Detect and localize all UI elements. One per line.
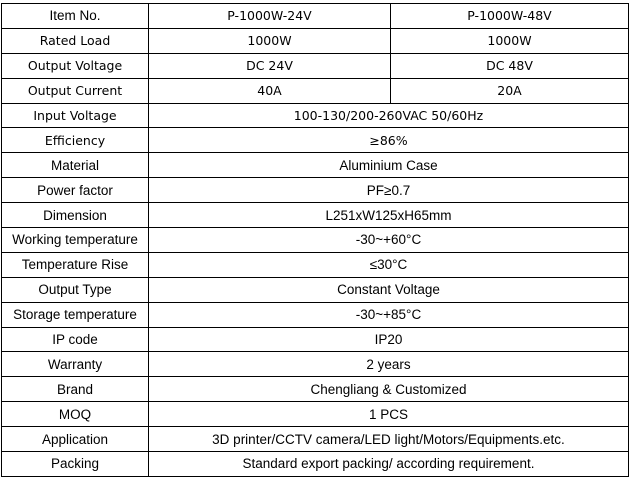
- row-value: Constant Voltage: [148, 276, 629, 303]
- row-value: L251xW125xH65mm: [148, 202, 629, 229]
- row-value: Standard export packing/ according requi…: [148, 451, 629, 477]
- row-value: 1 PCS: [148, 401, 629, 428]
- value-48v: DC 48V: [390, 52, 629, 79]
- value-24v: DC 24V: [148, 52, 391, 79]
- row-label: Output Voltage: [1, 52, 149, 79]
- value-48v: 1000W: [390, 27, 629, 54]
- model-24v: P-1000W-24V: [148, 3, 391, 29]
- table-row: Temperature Rise ≤30°C: [1, 251, 629, 278]
- row-label: Rated Load: [1, 27, 149, 54]
- row-value: 100-130/200-260VAC 50/60Hz: [148, 102, 629, 129]
- table-row: Output Current 40A 20A: [1, 77, 629, 104]
- row-label: Efficiency: [1, 127, 149, 154]
- row-value: -30~+85°C: [148, 301, 629, 328]
- table-row-item-no: Item No. P-1000W-24V P-1000W-48V: [1, 3, 629, 29]
- row-value: 2 years: [148, 351, 629, 378]
- row-label: Application: [1, 426, 149, 453]
- row-label: Dimension: [1, 202, 149, 229]
- row-label: Output Type: [1, 276, 149, 303]
- table-row: Application 3D printer/CCTV camera/LED li…: [1, 426, 629, 453]
- row-label: Brand: [1, 376, 149, 403]
- table-row: Output Type Constant Voltage: [1, 276, 629, 303]
- value-48v: 20A: [390, 77, 629, 104]
- value-24v: 40A: [148, 77, 391, 104]
- table-row: MOQ 1 PCS: [1, 401, 629, 428]
- row-label: Storage temperature: [1, 301, 149, 328]
- table-row: IP code IP20: [1, 326, 629, 353]
- table-row: Storage temperature -30~+85°C: [1, 301, 629, 328]
- row-label: Output Current: [1, 77, 149, 104]
- table-row: Efficiency ≥86%: [1, 127, 629, 154]
- row-value: IP20: [148, 326, 629, 353]
- table-row: Power factor PF≥0.7: [1, 177, 629, 204]
- row-label: Material: [1, 152, 149, 179]
- row-label: Input Voltage: [1, 102, 149, 129]
- table-row: Input Voltage 100-130/200-260VAC 50/60Hz: [1, 102, 629, 129]
- row-value: 3D printer/CCTV camera/LED light/Motors/…: [148, 426, 629, 453]
- row-value: ≤30°C: [148, 251, 629, 278]
- table-row: Brand Chengliang & Customized: [1, 376, 629, 403]
- table-row: Material Aluminium Case: [1, 152, 629, 179]
- row-label: Temperature Rise: [1, 251, 149, 278]
- table-row: Rated Load 1000W 1000W: [1, 27, 629, 54]
- row-value: PF≥0.7: [148, 177, 629, 204]
- table-row: Dimension L251xW125xH65mm: [1, 202, 629, 229]
- row-label: IP code: [1, 326, 149, 353]
- table-row: Packing Standard export packing/ accordin…: [1, 451, 629, 477]
- model-48v: P-1000W-48V: [390, 3, 629, 29]
- table-row: Working temperature -30~+60°C: [1, 227, 629, 253]
- row-label: Item No.: [1, 3, 149, 29]
- row-label: Warranty: [1, 351, 149, 378]
- table-row: Warranty 2 years: [1, 351, 629, 378]
- row-value: -30~+60°C: [148, 227, 629, 253]
- spec-table: Item No. P-1000W-24V P-1000W-48V Rated L…: [1, 3, 629, 477]
- row-value: ≥86%: [148, 127, 629, 154]
- row-label: Power factor: [1, 177, 149, 204]
- value-24v: 1000W: [148, 27, 391, 54]
- row-label: Packing: [1, 451, 149, 477]
- row-value: Aluminium Case: [148, 152, 629, 179]
- row-label: MOQ: [1, 401, 149, 428]
- table-row: Output Voltage DC 24V DC 48V: [1, 52, 629, 79]
- row-label: Working temperature: [1, 227, 149, 253]
- row-value: Chengliang & Customized: [148, 376, 629, 403]
